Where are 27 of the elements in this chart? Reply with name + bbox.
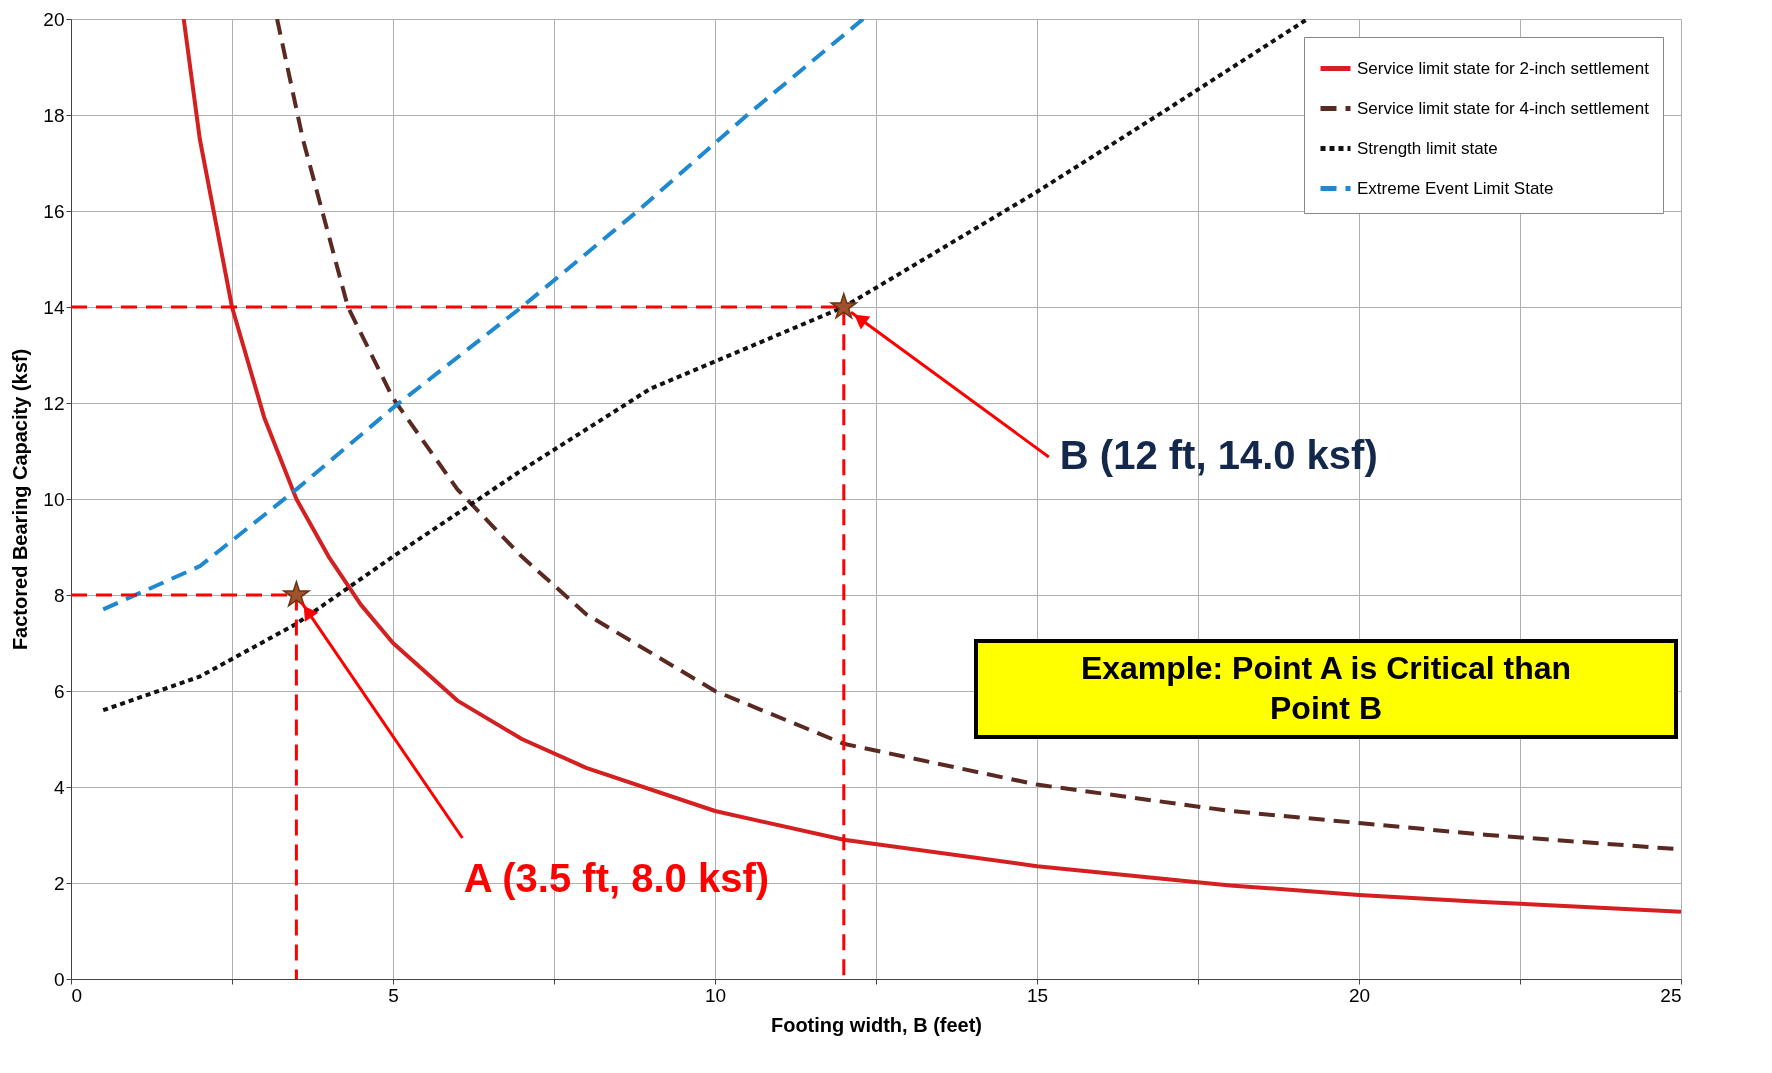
line-series	[101, 19, 866, 612]
y-axis-title: Factored Bearing Capacity (ksf)	[9, 348, 32, 651]
y-tick-label: 14	[43, 296, 65, 318]
legend-label: Service limit state for 2-inch settlement	[1357, 58, 1650, 78]
y-tick-label: 20	[43, 8, 65, 30]
y-tick-label: 16	[43, 200, 65, 222]
y-tick-label: 6	[53, 680, 65, 702]
y-tick-label: 4	[53, 776, 65, 798]
y-tick-label: 18	[43, 104, 65, 126]
x-axis-title: Footing width, B (feet)	[770, 1013, 983, 1036]
x-tick-label: 10	[704, 984, 727, 1006]
legend-label: Extreme Event Limit State	[1357, 178, 1554, 198]
annotation: A (3.5 ft, 8.0 ksf)	[463, 856, 770, 900]
y-tick-label: 12	[43, 392, 65, 414]
x-tick-label: 0	[71, 984, 83, 1006]
x-tick-label: 15	[1026, 984, 1049, 1006]
y-tick-label: 8	[53, 584, 65, 606]
annotation: B (12 ft, 14.0 ksf)	[1059, 433, 1378, 477]
x-tick-label: 20	[1348, 984, 1371, 1006]
x-tick-label: 5	[388, 984, 399, 1006]
legend-label: Strength limit state	[1357, 138, 1498, 158]
annotation: Example: Point A is Critical than Point B	[1080, 650, 1572, 726]
x-tick-label: 25	[1660, 984, 1682, 1006]
y-tick-label: 10	[43, 488, 65, 510]
y-tick-label: 0	[53, 968, 65, 990]
legend-label: Service limit state for 4-inch settlement	[1357, 98, 1650, 118]
y-tick-label: 2	[53, 872, 65, 894]
